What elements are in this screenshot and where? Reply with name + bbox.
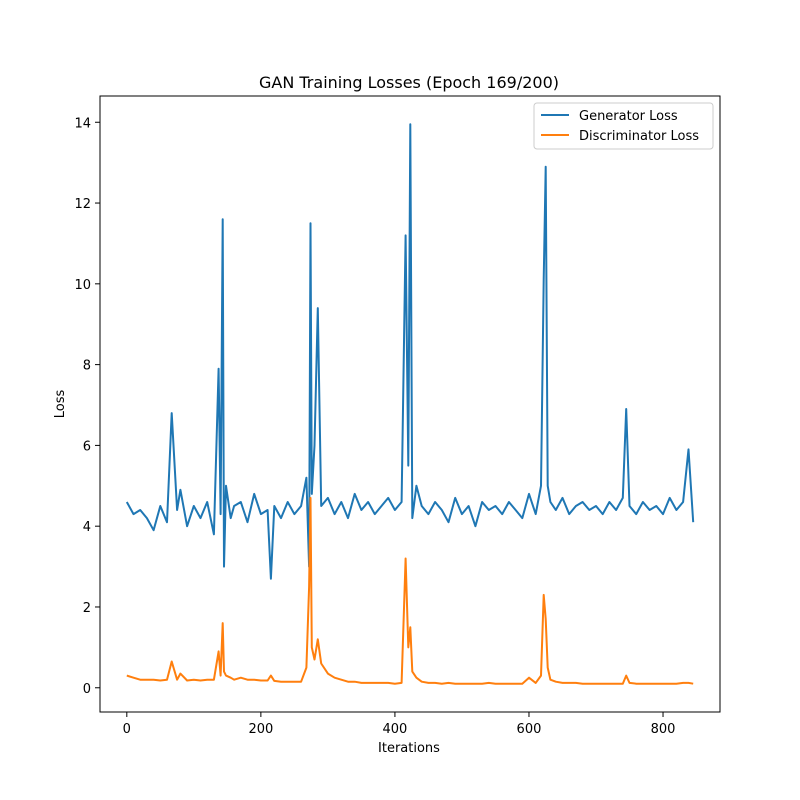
legend: Generator Loss Discriminator Loss [533, 102, 714, 150]
chart-title: GAN Training Losses (Epoch 169/200) [259, 73, 559, 92]
y-axis-ticks: 0 2 4 6 8 10 12 14 [74, 116, 100, 697]
y-axis-label: Loss [53, 390, 68, 419]
y-tick-label: 2 [83, 601, 91, 616]
legend-box [533, 102, 714, 150]
legend-label-generator: Generator Loss [579, 109, 678, 124]
series-line-discriminator-loss [126, 496, 694, 685]
plot-area-frame [99, 95, 721, 713]
legend-label-discriminator: Discriminator Loss [579, 129, 699, 144]
y-tick-label: 12 [74, 197, 91, 212]
y-tick-label: 4 [83, 520, 91, 535]
series-layer [125, 123, 695, 685]
x-axis-label: Iterations [378, 741, 440, 756]
y-tick-label: 6 [83, 439, 91, 454]
y-tick-label: 14 [74, 116, 91, 131]
y-tick-label: 0 [83, 682, 91, 697]
x-tick-label: 200 [248, 722, 273, 737]
y-tick-label: 8 [83, 359, 91, 374]
series-line-generator-loss [125, 123, 695, 580]
x-axis-ticks: 0 200 400 600 800 [123, 712, 676, 737]
x-tick-label: 800 [651, 722, 676, 737]
x-tick-label: 400 [383, 722, 408, 737]
x-tick-label: 600 [517, 722, 542, 737]
x-tick-label: 0 [123, 722, 131, 737]
y-tick-label: 10 [74, 278, 91, 293]
